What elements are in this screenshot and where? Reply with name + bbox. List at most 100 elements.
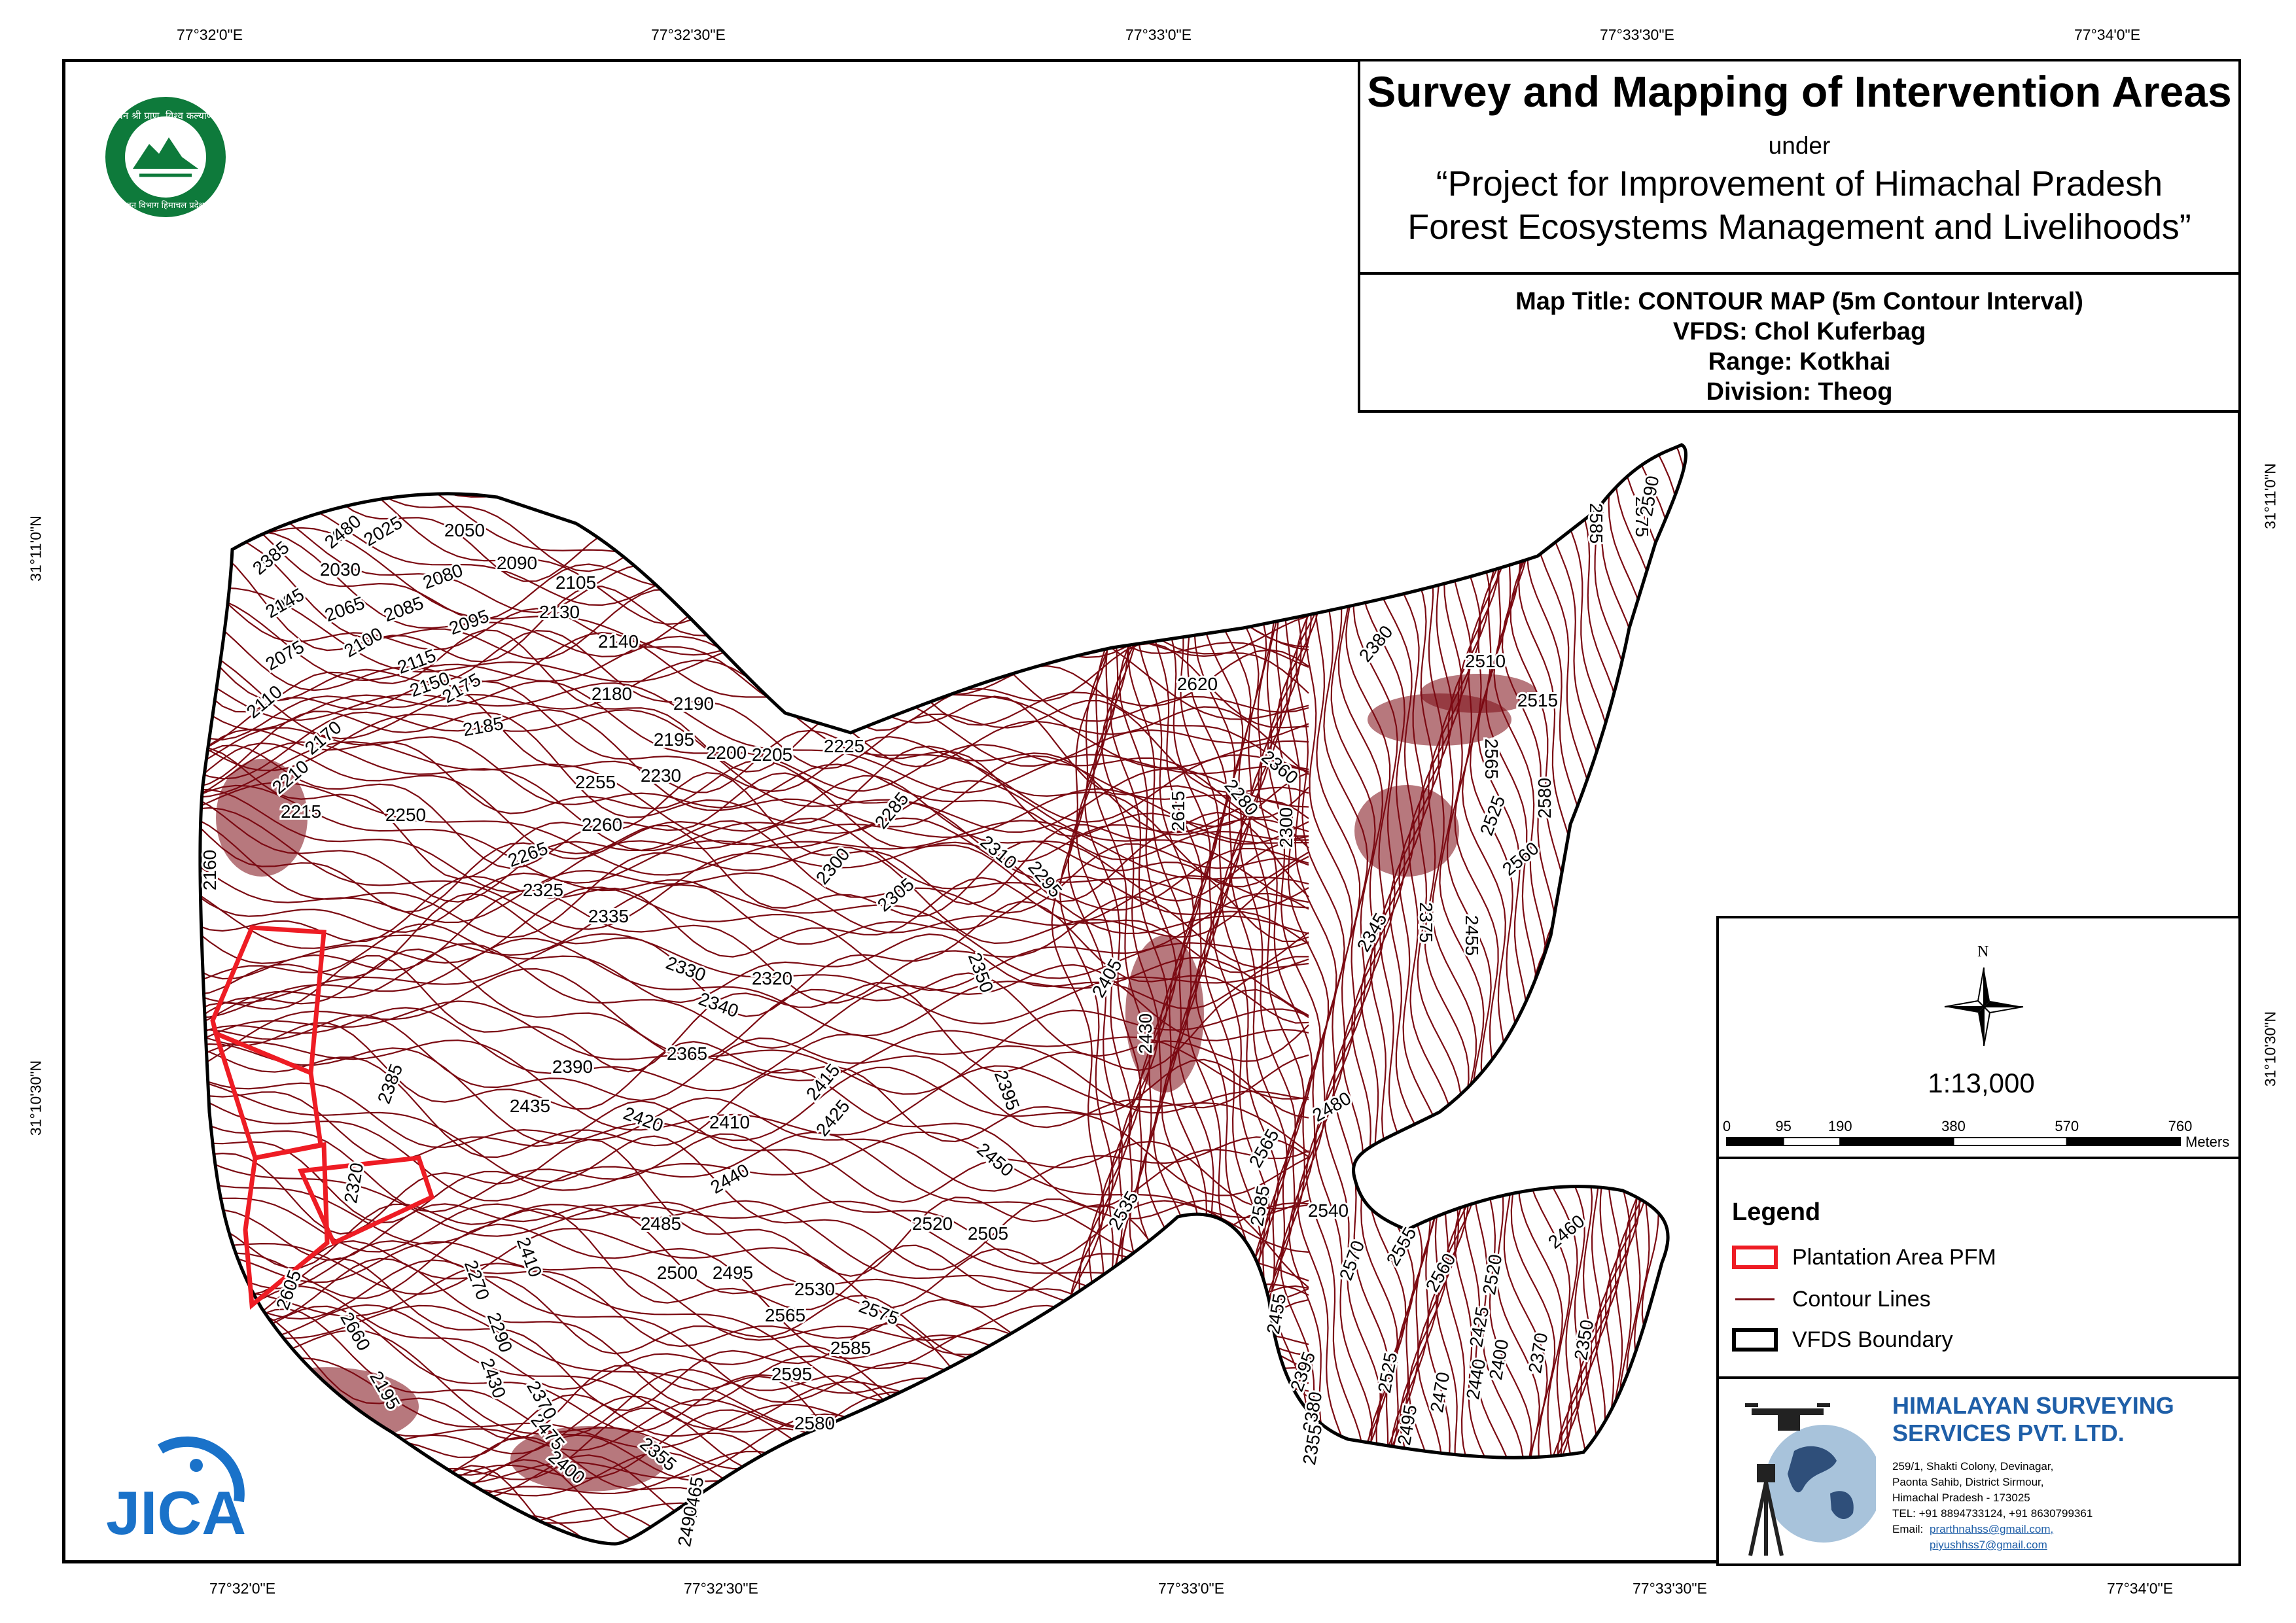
contour-line [1469,445,1526,1486]
contour-elevation-label: 2160 [200,850,220,890]
contour-line [1485,445,1543,1486]
graticule-top-4: 77°33'30"E [1600,26,1674,43]
contour-elevation-label: 2110 [243,681,286,722]
contour-line [200,1524,1309,1544]
contour-elevation-label: 2330 [663,952,709,985]
contour-elevation-label: 2300 [1276,807,1296,848]
plantation-swatch-icon [1732,1246,1778,1269]
contour-elevation-label: 2050 [444,520,485,540]
under-text: under [1768,132,1831,159]
range-name: Range: Kotkhai [1708,348,1891,375]
contour-elevation-label: 2540 [1308,1200,1349,1221]
north-scale-panel: N 1:13,000 0 95 190 380 570 760 Meters [1716,916,2241,1159]
contour-line [200,794,1309,914]
contour-elevation-label: 2505 [968,1223,1008,1244]
contour-line [200,1454,1309,1544]
graticule-bottom-2: 77°32'30"E [684,1580,758,1597]
company-name-line-1: HIMALAYAN SURVEYING [1892,1392,2174,1419]
contour-elevation-label: 2365 [667,1043,707,1064]
contour-line [200,708,1309,849]
contour-elevation-label: 2530 [794,1279,835,1299]
contour-elevation-label: 2485 [641,1213,681,1234]
contour-line [1382,445,1439,1485]
contour-elevation-label: 2400 [1485,1338,1512,1382]
contour-elevation-label: 2455 [1263,1292,1290,1336]
contour-line [1637,445,1686,1486]
graticule-bottom-1: 77°32'0"E [209,1580,276,1597]
map-title: Map Title: CONTOUR MAP (5m Contour Inter… [1515,288,2083,315]
contour-line [1444,445,1500,1486]
graticule-bottom-3: 77°33'0"E [1158,1580,1225,1597]
contour-elevation-label: 2525 [1476,793,1509,838]
contour-elevation-label: 2265 [505,838,550,871]
forest-department-logo: वन श्री प्राण, विश्व कल्याण वन विभाग हिम… [105,97,226,217]
contour-line [200,943,1309,1049]
contour-elevation-label: 2515 [1517,690,1558,710]
contour-elevation-label: 2620 [1177,674,1218,694]
company-email-2[interactable]: piyushhss7@gmail.com [1930,1539,2047,1551]
contour-elevation-label: 2460 [1544,1211,1589,1253]
contour-elevation-label: 2230 [641,765,681,786]
contour-elevation-label: 2615 [1168,791,1188,831]
contour-line [200,1452,1309,1544]
contour-line [200,886,1309,992]
contour-elevation-label: 2395 [991,1068,1023,1113]
contour-line [200,814,1309,945]
contour-elevation-label: 2180 [592,684,632,704]
contour-line [200,629,1309,794]
scale-bar-segment [2066,1137,2181,1146]
contour-line [200,572,1309,771]
graticule-top-5: 77°34'0"E [2074,26,2141,43]
contour-elevation-label: 2590 [1636,474,1663,518]
contour-line [1212,445,1271,1486]
contour-line [200,1399,1309,1543]
graticule-top-3: 77°33'0"E [1125,26,1192,43]
contour-line [200,872,1309,945]
contour-elevation-label: 2470 [1426,1370,1453,1414]
contour-line [1059,445,1118,1486]
company-name-line-2: SERVICES PVT. LTD. [1892,1420,2125,1446]
contour-line [200,710,1309,888]
contour-elevation-label: 2520 [1479,1253,1506,1297]
contour-line [200,469,1309,648]
legend-label-contour: Contour Lines [1792,1286,1931,1312]
contour-elevation-label: 2195 [654,729,694,750]
contour-elevation-label: 2255 [575,772,616,792]
contour-elevation-label: 2520 [912,1213,953,1234]
contour-line [200,1502,1309,1544]
company-address-3: Himachal Pradesh - 173025 [1892,1492,2030,1504]
contour-elevation-label: 2580 [1534,778,1555,818]
contour-line [200,527,1309,720]
scale-bar-segment [1952,1137,2068,1146]
contour-elevation-label: 2185 [461,713,505,740]
company-email-1[interactable]: prarthnahss@gmail.com, [1930,1523,2054,1535]
contour-elevation-label: 2565 [1481,739,1502,779]
contour-line [1461,445,1517,1486]
map-frame [62,59,2241,1563]
contour-line [1526,445,1584,1486]
svg-text:JICA: JICA [106,1478,246,1547]
north-label: N [1977,943,1989,960]
graticule-top-1: 77°32'0"E [177,26,243,43]
contour-line [200,1007,1309,1114]
graticule-bottom-4: 77°33'30"E [1633,1580,1707,1597]
contour-line [200,1138,1309,1309]
contour-elevation-label: 2030 [320,559,361,580]
contour-line [1067,445,1126,1486]
contour-elevation-label: 2560 [1498,838,1543,880]
contour-elevation-label: 2580 [794,1413,835,1433]
contour-line [1360,445,1415,1486]
contour-line [1620,445,1678,1486]
contour-elevation-label: 2390 [552,1056,593,1077]
contour-elevation-label: 2420 [621,1103,666,1136]
contour-elevation-label: 2225 [824,736,864,756]
contour-elevation-label: 2320 [752,968,792,988]
contour-elevation-label: 2260 [582,814,622,835]
graticule-top-2: 77°32'30"E [651,26,726,43]
contour-line [1076,445,1134,1486]
contour-line [1477,445,1534,1486]
contour-line [200,875,1309,973]
scale-unit-label: Meters [2185,1134,2229,1150]
contour-line [1454,445,1508,1486]
